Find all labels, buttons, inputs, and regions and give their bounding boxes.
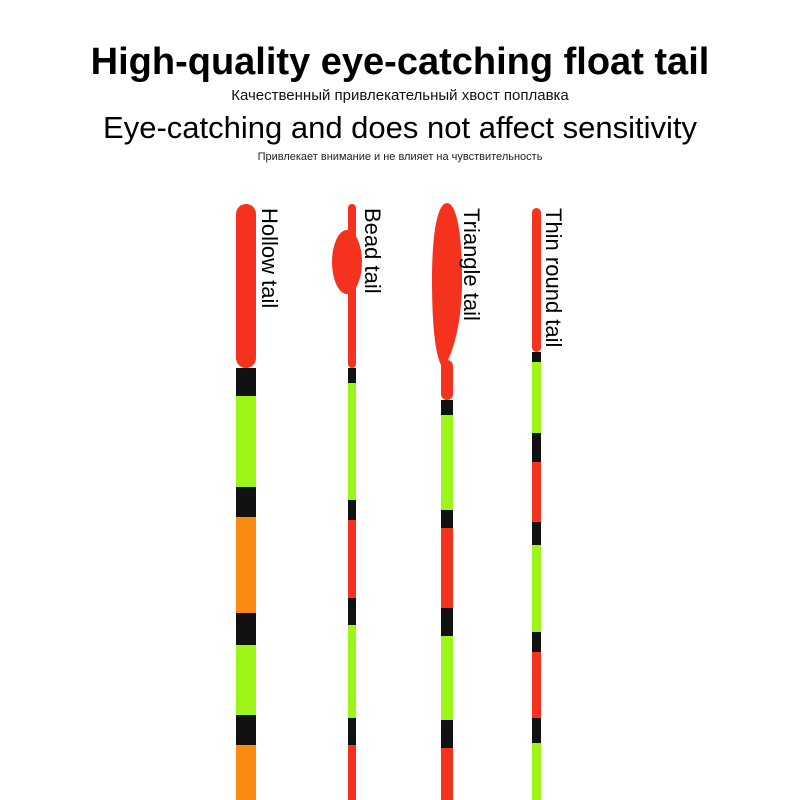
rod-segment: [236, 645, 256, 715]
tagline: Eye-catching and does not affect sensiti…: [103, 110, 697, 145]
rod-segment: [441, 360, 453, 400]
rod-segment: [348, 520, 356, 598]
rod-segment: [441, 636, 453, 720]
rod-segment: [532, 362, 541, 433]
rod-segment: [236, 487, 256, 517]
rod-segment: [532, 718, 541, 743]
rod-segment: [532, 545, 541, 632]
float-label: Hollow tail: [257, 208, 282, 308]
rod-segment: [532, 743, 541, 800]
rod-segment: [348, 500, 356, 520]
rod-segment: [441, 415, 453, 510]
triangle-head: [432, 203, 462, 368]
rod-segment: [441, 748, 453, 800]
rod-segment: [348, 718, 356, 745]
rod-segment: [236, 368, 256, 396]
rod-segment: [532, 352, 541, 362]
rod-segment: [532, 433, 541, 462]
rod-segment: [236, 745, 256, 800]
rod-segment: [532, 462, 541, 522]
rod-segment: [348, 625, 356, 718]
rod-segment: [441, 720, 453, 748]
rod-segment: [236, 396, 256, 487]
rod-segment: [348, 745, 356, 800]
rod-segment: [441, 608, 453, 636]
bead: [332, 230, 362, 294]
tagline-ru: Привлекает внимание и не влияет на чувст…: [258, 151, 543, 163]
rod-segment: [441, 400, 453, 415]
rod-segment: [441, 528, 453, 608]
title-ru: Качественный привлекательный хвост попла…: [231, 87, 569, 104]
rod-segment: [348, 383, 356, 500]
rod-segment: [532, 632, 541, 652]
float-label: Thin round tail: [541, 208, 566, 347]
rod-segment: [348, 598, 356, 625]
floats: [236, 203, 541, 800]
float-label: Bead tail: [360, 208, 385, 294]
rod-segment: [236, 613, 256, 645]
rod-segment: [532, 522, 541, 545]
title: High-quality eye-catching float tail: [91, 41, 710, 83]
rod-segment: [236, 517, 256, 613]
rod-segment: [236, 204, 256, 368]
rod-segment: [441, 510, 453, 528]
rod-segment: [348, 368, 356, 383]
rod-segment: [532, 208, 541, 352]
rod-segment: [532, 652, 541, 718]
float-label: Triangle tail: [459, 208, 484, 321]
rod-segment: [236, 715, 256, 745]
